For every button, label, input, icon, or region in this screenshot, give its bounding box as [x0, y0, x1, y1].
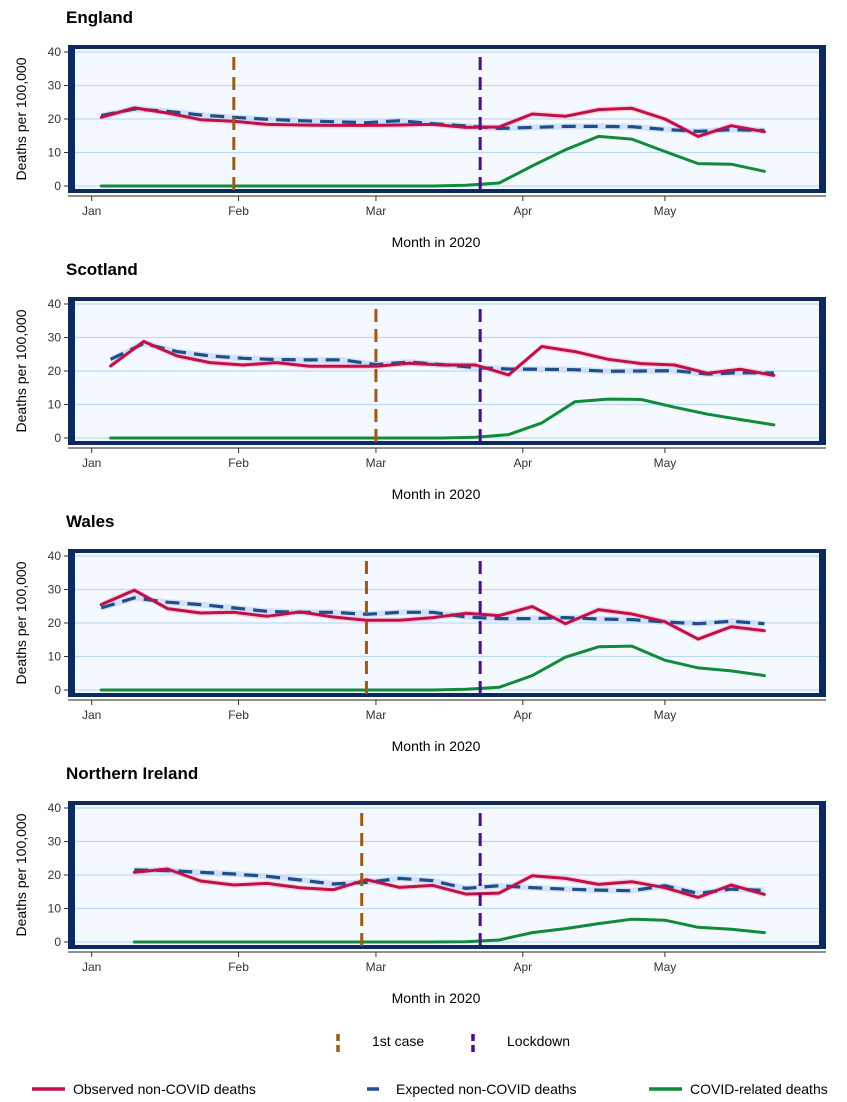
frame-right-bar [819, 549, 826, 697]
series-line-expected [100, 596, 765, 626]
series-line-observed [99, 588, 766, 641]
y-tick-label: 0 [54, 431, 61, 445]
x-tick-label: May [654, 456, 677, 470]
frame-right-bar [819, 801, 826, 949]
legend-label-lockdown: Lockdown [507, 1033, 570, 1049]
x-tick-label: Mar [366, 456, 387, 470]
y-tick-label: 20 [48, 616, 62, 630]
y-axis-label: Deaths per 100,000 [13, 57, 29, 180]
y-tick-label: 40 [48, 45, 62, 59]
panel-4: Northern Ireland 0 10 20 30 40 Jan Feb Mar Apr May… [13, 764, 826, 1006]
y-axis-label: Deaths per 100,000 [13, 309, 29, 432]
x-tick-label: Feb [228, 708, 249, 722]
x-tick-label: Jan [82, 708, 101, 722]
y-tick-label: 40 [48, 549, 62, 563]
x-tick-label: Jan [82, 456, 101, 470]
y-tick-label: 40 [48, 801, 62, 815]
panel-3: Wales 0 10 20 30 40 Jan Feb Mar Apr May Month in 20… [13, 512, 826, 754]
panel-title: Scotland [66, 260, 138, 279]
panel-title: England [66, 8, 133, 27]
y-tick-label: 10 [48, 146, 62, 160]
y-tick-label: 20 [48, 868, 62, 882]
y-tick-label: 20 [48, 112, 62, 126]
panel-2: Scotland 0 10 20 30 40 Jan Feb Mar Apr May Month in… [13, 260, 826, 502]
x-axis-label: Month in 2020 [392, 738, 481, 754]
y-tick-label: 30 [48, 79, 62, 93]
panel-title: Northern Ireland [66, 764, 198, 783]
x-tick-label: Apr [513, 960, 532, 974]
legend-label-expected: Expected non-COVID deaths [396, 1081, 577, 1097]
frame-left-bar [68, 549, 75, 697]
series-line-observed [109, 340, 776, 377]
frame-left-bar [68, 297, 75, 445]
y-tick-label: 10 [48, 902, 62, 916]
x-tick-label: Feb [228, 960, 249, 974]
y-tick-label: 40 [48, 297, 62, 311]
panel-1: England 0 10 20 30 40 Jan Feb Mar Apr May Month in … [13, 8, 826, 250]
legend: 1st case Lockdown Observed non-COVID death… [32, 1033, 828, 1097]
frame-right-bar [819, 297, 826, 445]
legend-label-first_case: 1st case [372, 1033, 424, 1049]
y-tick-label: 30 [48, 583, 62, 597]
series-line-expected [134, 868, 765, 896]
x-tick-label: May [654, 960, 677, 974]
series-line-covid [99, 134, 766, 188]
x-tick-label: Feb [228, 204, 249, 218]
legend-label-observed: Observed non-COVID deaths [73, 1081, 256, 1097]
series-line-observed [132, 867, 766, 899]
x-tick-label: Jan [82, 960, 101, 974]
y-tick-label: 30 [48, 331, 62, 345]
frame-left-bar [68, 801, 75, 949]
x-tick-label: Jan [82, 204, 101, 218]
y-tick-label: 20 [48, 364, 62, 378]
legend-label-covid: COVID-related deaths [690, 1081, 828, 1097]
y-tick-label: 0 [54, 179, 61, 193]
y-tick-label: 30 [48, 835, 62, 849]
x-axis-label: Month in 2020 [392, 990, 481, 1006]
y-axis-label: Deaths per 100,000 [13, 561, 29, 684]
frame-right-bar [819, 45, 826, 193]
x-tick-label: May [654, 204, 677, 218]
y-tick-label: 0 [54, 935, 61, 949]
series-line-covid [99, 644, 766, 692]
y-tick-label: 0 [54, 683, 61, 697]
x-tick-label: Mar [366, 960, 387, 974]
x-tick-label: Apr [513, 708, 532, 722]
series-line-observed [99, 106, 766, 138]
panel-title: Wales [66, 512, 115, 531]
series-line-covid [109, 397, 776, 440]
frame-left-bar [68, 45, 75, 193]
y-tick-label: 10 [48, 650, 62, 664]
series-line-covid [132, 917, 766, 944]
x-tick-label: Mar [366, 708, 387, 722]
x-axis-label: Month in 2020 [392, 486, 481, 502]
x-axis-label: Month in 2020 [392, 234, 481, 250]
y-axis-label: Deaths per 100,000 [13, 813, 29, 936]
band-expected [101, 105, 765, 135]
x-tick-label: Apr [513, 204, 532, 218]
y-tick-label: 10 [48, 398, 62, 412]
x-tick-label: May [654, 708, 677, 722]
x-tick-label: Mar [366, 204, 387, 218]
x-tick-label: Apr [513, 456, 532, 470]
x-tick-label: Feb [228, 456, 249, 470]
